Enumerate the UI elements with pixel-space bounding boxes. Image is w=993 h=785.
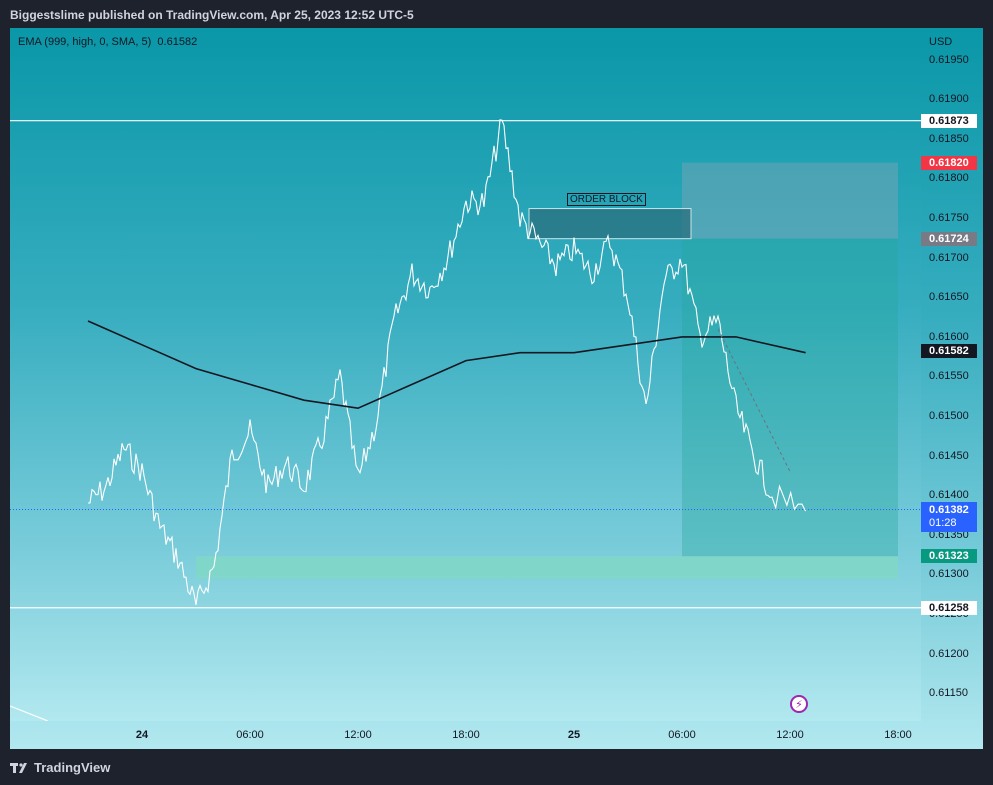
order-block-label: ORDER BLOCK xyxy=(567,192,646,206)
time-axis-tick: 06:00 xyxy=(668,729,696,741)
bar-countdown: 01:28 xyxy=(929,516,957,529)
currency-label: USD xyxy=(929,36,953,48)
chart-plot-area[interactable]: EMA (999, high, 0, SMA, 5) 0.61582 ORDER… xyxy=(10,28,921,721)
time-axis-tick: 18:00 xyxy=(452,729,480,741)
price-label-tag[interactable]: 0.61258 xyxy=(921,600,977,615)
price-axis-tick: 0.61700 xyxy=(929,251,969,264)
price-label-tag[interactable]: 0.61582 xyxy=(921,344,977,359)
price-label-tag[interactable]: 0.61382 01:28 xyxy=(921,501,977,532)
ema-series-line[interactable] xyxy=(87,320,806,410)
time-axis-tick: 24 xyxy=(135,729,149,741)
price-series-line[interactable] xyxy=(88,119,807,605)
left-frame xyxy=(0,28,10,749)
time-axis[interactable]: 24 06:00 12:00 18:00 25 06:00 12:00 18:00 xyxy=(10,721,983,749)
price-axis-tick: 0.61800 xyxy=(929,172,969,185)
time-axis-tick: 25 xyxy=(567,729,581,741)
price-axis-tick: 0.61200 xyxy=(929,647,969,660)
trendline-fragment[interactable] xyxy=(10,705,49,721)
tradingview-logo-icon xyxy=(10,762,27,773)
price-axis-tick: 0.61550 xyxy=(929,370,969,383)
price-axis-tick: 0.61150 xyxy=(929,687,968,700)
tradingview-brand: TradingView xyxy=(34,760,111,775)
ema-indicator-legend[interactable]: EMA (999, high, 0, SMA, 5) 0.61582 xyxy=(18,36,197,48)
price-axis-tick: 0.61300 xyxy=(929,568,969,581)
publish-header: Biggestslime published on TradingView.co… xyxy=(0,0,993,28)
short-target-zone[interactable] xyxy=(682,238,898,557)
ema-indicator-name: EMA (999, high, 0, SMA, 5) xyxy=(18,36,152,48)
price-label-tag[interactable]: 0.61323 xyxy=(921,549,977,564)
lightning-icon[interactable]: ⚡ xyxy=(790,695,808,713)
projection-dashed-line[interactable] xyxy=(717,328,791,472)
short-risk-zone[interactable] xyxy=(682,162,898,239)
current-price-value: 0.61382 xyxy=(929,503,969,516)
tradingview-logo[interactable]: TradingView xyxy=(10,760,110,775)
demand-zone-zone[interactable] xyxy=(196,556,898,579)
ema-indicator-value: 0.61582 xyxy=(157,36,198,48)
price-axis-tick: 0.61350 xyxy=(929,528,969,541)
price-axis-tick: 0.61500 xyxy=(929,410,969,423)
price-axis-tick: 0.61750 xyxy=(929,212,969,225)
price-chart-svg[interactable] xyxy=(10,28,921,721)
price-axis-tick: 0.61450 xyxy=(929,449,969,462)
price-axis-tick: 0.61900 xyxy=(929,93,969,106)
price-axis-tick: 0.61650 xyxy=(929,291,969,304)
right-frame xyxy=(983,0,993,785)
price-axis[interactable]: USD 0.61950 0.61900 0.61850 0.61800 0.61750 0… xyxy=(921,28,983,721)
footer-bar: TradingView xyxy=(0,749,993,785)
price-axis-tick: 0.61950 xyxy=(929,53,969,66)
price-axis-tick: 0.61850 xyxy=(929,132,969,145)
price-axis-tick: 0.61600 xyxy=(929,330,969,343)
time-axis-tick: 12:00 xyxy=(776,729,804,741)
price-axis-tick: 0.61400 xyxy=(929,489,969,502)
time-axis-tick: 12:00 xyxy=(344,729,372,741)
time-axis-tick: 06:00 xyxy=(236,729,264,741)
price-label-tag[interactable]: 0.61873 xyxy=(921,113,977,128)
price-label-tag[interactable]: 0.61820 xyxy=(921,155,977,170)
time-axis-tick: 18:00 xyxy=(884,729,912,741)
price-label-tag[interactable]: 0.61724 xyxy=(921,231,977,246)
order-block-zone[interactable] xyxy=(528,208,692,240)
